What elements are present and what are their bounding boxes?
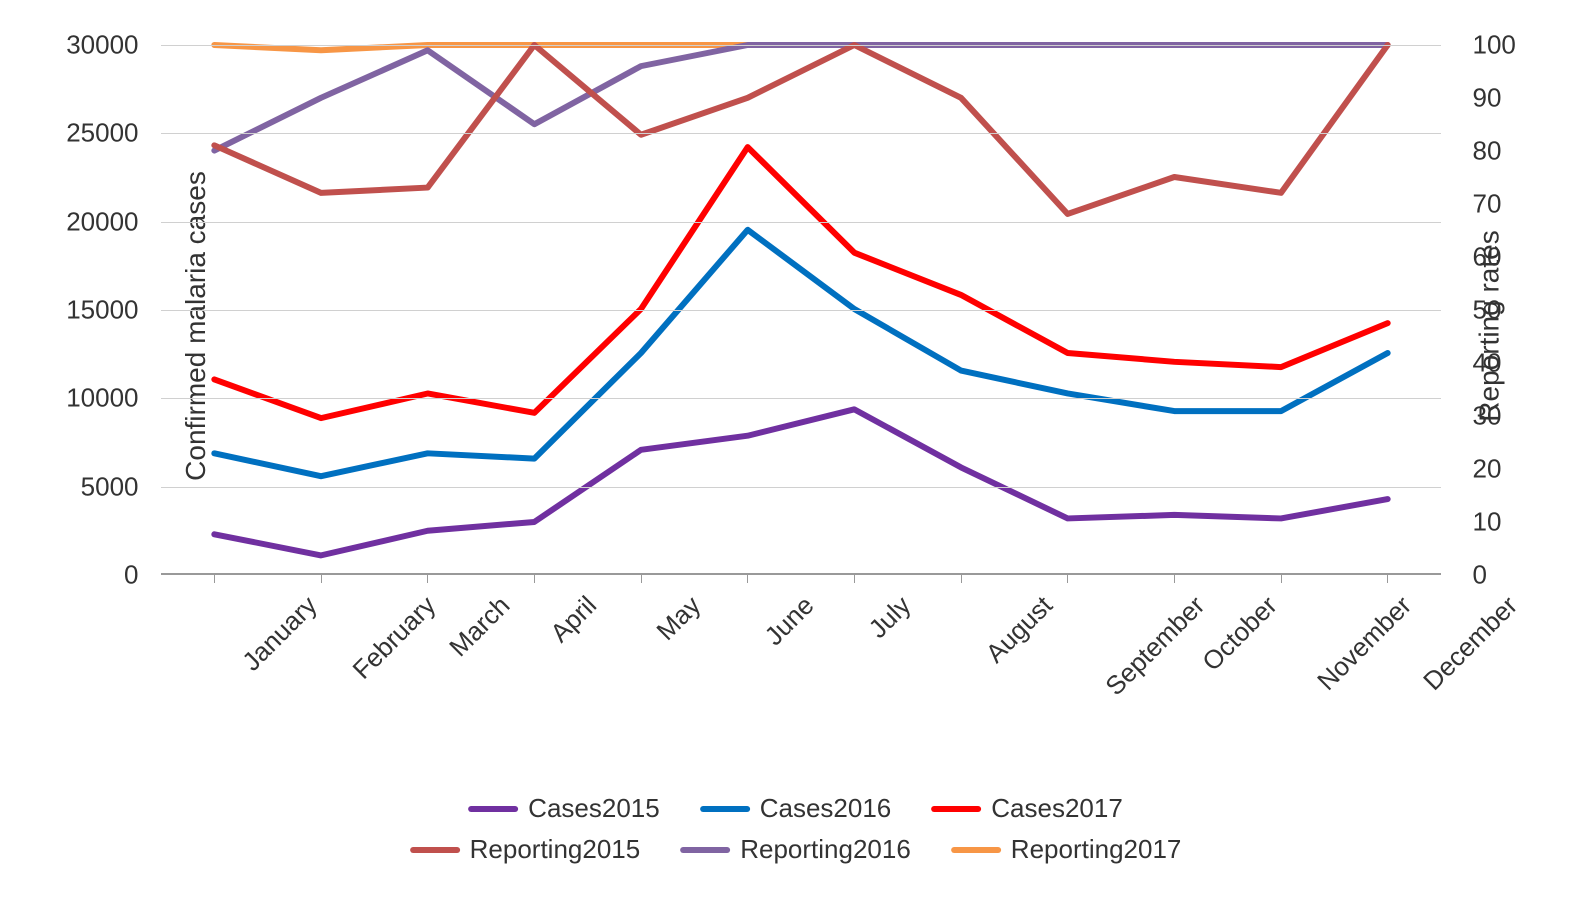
- x-tick-mark: [961, 575, 962, 583]
- legend-item: Cases2016: [700, 793, 892, 824]
- legend-item: Reporting2015: [410, 834, 641, 865]
- y-right-tick: 40: [1473, 348, 1502, 379]
- x-tick-label: February: [346, 590, 441, 685]
- x-tick-mark: [854, 575, 855, 583]
- x-tick-label: January: [236, 590, 323, 677]
- x-tick-label: November: [1311, 590, 1418, 697]
- x-tick-mark: [321, 575, 322, 583]
- y-right-tick: 80: [1473, 136, 1502, 167]
- chart-container: Confirmed malaria cases Reporting rates …: [51, 25, 1541, 875]
- legend-swatch: [468, 806, 518, 812]
- legend-swatch: [680, 847, 730, 853]
- gridline: [161, 398, 1441, 399]
- legend-item: Cases2017: [931, 793, 1123, 824]
- y-left-tick: 25000: [66, 118, 138, 149]
- gridline: [161, 487, 1441, 488]
- legend-swatch: [951, 847, 1001, 853]
- legend-item: Reporting2017: [951, 834, 1182, 865]
- x-axis: January FebruaryMarch April May June July Augu…: [161, 585, 1441, 745]
- legend: Cases2015 Cases2016 Cases2017 Reporting2015…: [410, 793, 1182, 865]
- y-left-tick: 5000: [81, 471, 139, 502]
- x-tick-mark: [427, 575, 428, 583]
- y-axis-right: 0102030405060708090100: [1461, 45, 1541, 575]
- y-left-tick: 30000: [66, 30, 138, 61]
- x-tick-label: July: [862, 590, 917, 645]
- x-tick-label: June: [759, 590, 821, 652]
- legend-label: Cases2016: [760, 793, 892, 824]
- y-right-tick: 30: [1473, 401, 1502, 432]
- series-Cases2015: [214, 409, 1387, 555]
- x-tick-label: March: [443, 590, 516, 663]
- y-right-tick: 20: [1473, 454, 1502, 485]
- chart-lines: [161, 45, 1441, 573]
- y-right-tick: 50: [1473, 295, 1502, 326]
- x-tick-mark: [747, 575, 748, 583]
- gridline: [161, 222, 1441, 223]
- y-right-tick: 100: [1473, 30, 1516, 61]
- x-tick-label: October: [1196, 590, 1283, 677]
- x-tick-label: April: [544, 590, 603, 649]
- x-tick-mark: [214, 575, 215, 583]
- y-right-tick: 10: [1473, 507, 1502, 538]
- x-tick-label: August: [979, 590, 1058, 669]
- legend-label: Reporting2017: [1011, 834, 1182, 865]
- gridline: [161, 310, 1441, 311]
- x-tick-mark: [641, 575, 642, 583]
- legend-row: Cases2015 Cases2016 Cases2017: [468, 793, 1123, 824]
- x-tick-mark: [1281, 575, 1282, 583]
- x-tick-label: May: [650, 590, 707, 647]
- y-left-tick: 15000: [66, 295, 138, 326]
- series-Cases2016: [214, 230, 1387, 476]
- legend-label: Reporting2015: [470, 834, 641, 865]
- y-right-tick: 60: [1473, 242, 1502, 273]
- legend-swatch: [700, 806, 750, 812]
- legend-item: Reporting2016: [680, 834, 911, 865]
- legend-item: Cases2015: [468, 793, 660, 824]
- series-Reporting2015: [214, 45, 1387, 214]
- x-tick-mark: [534, 575, 535, 583]
- y-right-tick: 90: [1473, 83, 1502, 114]
- legend-label: Cases2015: [528, 793, 660, 824]
- x-tick-label: September: [1099, 590, 1211, 702]
- x-tick-mark: [1174, 575, 1175, 583]
- legend-label: Reporting2016: [740, 834, 911, 865]
- gridline: [161, 133, 1441, 134]
- y-right-tick: 0: [1473, 560, 1487, 591]
- series-Reporting2016: [214, 45, 1387, 151]
- legend-swatch: [410, 847, 460, 853]
- legend-row: Reporting2015 Reporting2016 Reporting2017: [410, 834, 1182, 865]
- legend-swatch: [931, 806, 981, 812]
- y-axis-left: 050001000015000200002500030000: [51, 45, 151, 575]
- plot-area: [161, 45, 1441, 575]
- y-left-tick: 10000: [66, 383, 138, 414]
- y-left-tick: 0: [124, 560, 138, 591]
- y-right-tick: 70: [1473, 189, 1502, 220]
- x-tick-label: December: [1417, 590, 1524, 697]
- y-left-tick: 20000: [66, 206, 138, 237]
- gridline: [161, 45, 1441, 46]
- x-tick-mark: [1067, 575, 1068, 583]
- x-tick-mark: [1387, 575, 1388, 583]
- legend-label: Cases2017: [991, 793, 1123, 824]
